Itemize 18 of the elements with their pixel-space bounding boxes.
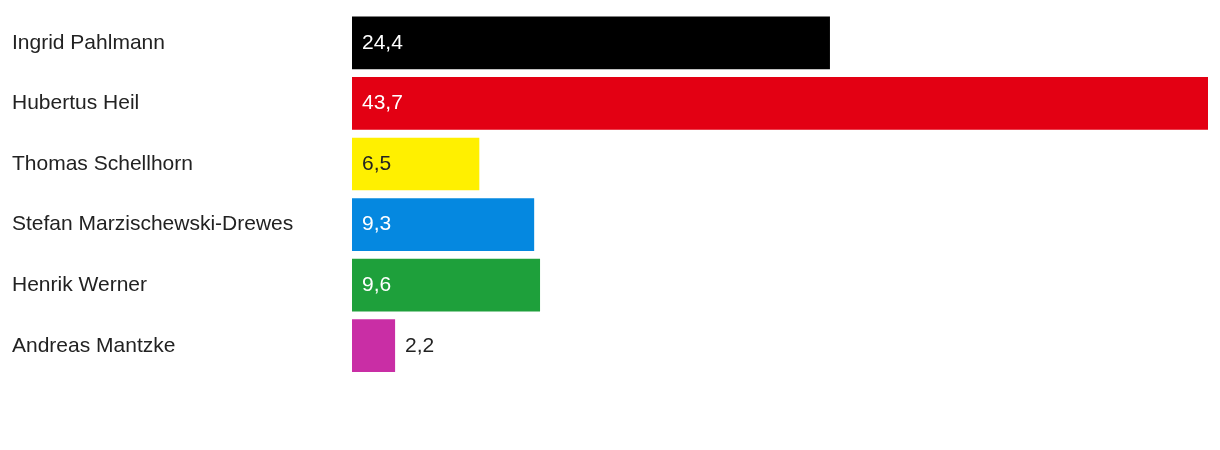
y-tick-label: Ingrid Pahlmann <box>12 29 165 53</box>
bar <box>352 258 541 312</box>
data-label: 24,4 <box>362 29 404 53</box>
data-label: 9,6 <box>362 271 392 295</box>
data-label: 2,2 <box>405 332 435 356</box>
bar <box>352 198 535 251</box>
y-tick-label: Thomas Schellhorn <box>12 150 193 174</box>
bar <box>352 16 830 70</box>
y-tick-label: Andreas Mantzke <box>12 332 176 356</box>
bar <box>352 77 1208 130</box>
data-label: 9,3 <box>362 211 392 235</box>
y-tick-label: Hubertus Heil <box>12 90 140 114</box>
y-tick-label: Henrik Werner <box>12 271 147 295</box>
data-label: 43,7 <box>362 90 403 114</box>
bar <box>352 137 480 191</box>
data-label: 6,5 <box>362 150 392 174</box>
y-tick-label: Stefan Marzischewski-Drewes <box>12 211 294 235</box>
bar <box>352 319 396 373</box>
